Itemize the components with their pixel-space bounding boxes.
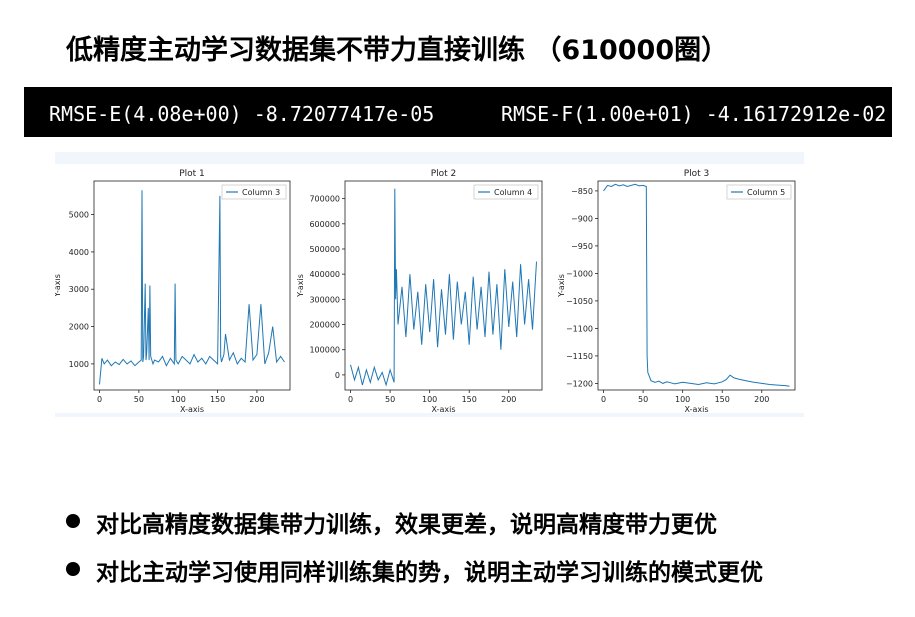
y-tick-label: 200000 bbox=[309, 321, 340, 330]
legend-box bbox=[726, 184, 792, 200]
plot-title: Plot 1 bbox=[179, 169, 205, 179]
bullet-dot-icon bbox=[66, 562, 80, 576]
legend-label: Column 4 bbox=[494, 188, 532, 197]
plot-title: Plot 3 bbox=[684, 169, 710, 179]
plots-svg: Plot 10 50 100 150 20010002000300040005000X-… bbox=[55, 169, 796, 414]
y-tick-label: 1000 bbox=[69, 360, 89, 369]
x-axis-label: X-axis bbox=[180, 405, 204, 414]
y-tick-label: 100000 bbox=[309, 346, 340, 355]
plot-panel bbox=[597, 180, 796, 391]
legend-box bbox=[473, 184, 539, 200]
x-tick-label: 0 bbox=[601, 395, 606, 404]
series-line bbox=[99, 190, 285, 385]
x-tick-label: 100 bbox=[675, 395, 690, 404]
y-tick-label: −1000 bbox=[566, 269, 593, 278]
slide-title: 低精度主动学习数据集不带力直接训练 （610000圈） bbox=[66, 35, 729, 66]
y-tick-label: 400000 bbox=[309, 270, 340, 279]
plot-title: Plot 2 bbox=[431, 169, 457, 179]
plot-frame bbox=[597, 180, 796, 391]
y-tick-label: 700000 bbox=[309, 195, 340, 204]
y-tick-label: −850 bbox=[571, 187, 593, 196]
series-line bbox=[350, 188, 537, 387]
rmse-force-text: RMSE-F(1.00e+01) -4.16172912e-02 bbox=[501, 102, 887, 126]
legend-label: Column 5 bbox=[747, 188, 785, 197]
x-tick-label: 50 bbox=[385, 395, 395, 404]
x-axis-label: X-axis bbox=[685, 405, 709, 414]
x-tick-label: 0 bbox=[348, 395, 353, 404]
y-tick-label: 300000 bbox=[309, 295, 340, 304]
x-tick-label: 150 bbox=[715, 395, 730, 404]
bullet-text: 对比主动学习使用同样训练集的势，说明主动学习训练的模式更优 bbox=[96, 560, 763, 586]
bullet-dot-icon bbox=[66, 514, 80, 528]
y-axis-label: Y-axis bbox=[296, 274, 305, 298]
x-tick-label: 200 bbox=[249, 395, 264, 404]
legend-label: Column 3 bbox=[242, 188, 280, 197]
x-tick-label: 100 bbox=[422, 395, 437, 404]
plot-frame bbox=[344, 180, 543, 391]
y-tick-label: −1200 bbox=[566, 379, 593, 388]
bullet-text: 对比高精度数据集带力训练，效果更差，说明高精度带力更优 bbox=[96, 512, 717, 538]
legend-box bbox=[221, 184, 287, 200]
y-tick-label: −1050 bbox=[566, 297, 593, 306]
x-tick-label: 200 bbox=[501, 395, 516, 404]
y-axis-label: Y-axis bbox=[55, 274, 62, 298]
x-tick-label: 150 bbox=[462, 395, 477, 404]
figure-bottom-strip bbox=[55, 413, 804, 417]
y-axis-label: Y-axis bbox=[557, 274, 566, 298]
rmse-energy-text: RMSE-E(4.08e+00) -8.72077417e-05 bbox=[49, 102, 435, 126]
y-tick-label: −1150 bbox=[566, 352, 593, 361]
y-tick-label: 5000 bbox=[69, 211, 89, 220]
y-tick-label: 0 bbox=[335, 371, 340, 380]
y-tick-label: 3000 bbox=[69, 285, 89, 294]
figure-top-strip bbox=[55, 152, 804, 164]
series-line bbox=[603, 183, 790, 387]
y-tick-label: 600000 bbox=[309, 220, 340, 229]
plots-figure: Plot 1 0 50 100 150 200 1000 2000 3000 4000 5000 X-… bbox=[55, 152, 804, 415]
x-axis-label: X-axis bbox=[432, 405, 456, 414]
x-tick-label: 0 bbox=[97, 395, 102, 404]
y-tick-label: −950 bbox=[571, 242, 593, 251]
rmse-banner: RMSE-E(4.08e+00) -8.72077417e-05 RMSE-F(… bbox=[24, 87, 892, 137]
x-tick-label: 100 bbox=[171, 395, 186, 404]
y-tick-label: 4000 bbox=[69, 248, 89, 257]
x-tick-label: 150 bbox=[210, 395, 225, 404]
plot-frame bbox=[93, 180, 291, 391]
x-tick-label: 50 bbox=[638, 395, 648, 404]
y-tick-label: 2000 bbox=[69, 323, 89, 332]
y-tick-label: 500000 bbox=[309, 245, 340, 254]
x-tick-label: 200 bbox=[754, 395, 769, 404]
y-tick-label: −1100 bbox=[566, 324, 593, 333]
x-tick-label: 50 bbox=[134, 395, 144, 404]
plot-panel bbox=[344, 180, 543, 391]
y-tick-label: −900 bbox=[571, 214, 593, 223]
plot-panel bbox=[93, 180, 291, 391]
